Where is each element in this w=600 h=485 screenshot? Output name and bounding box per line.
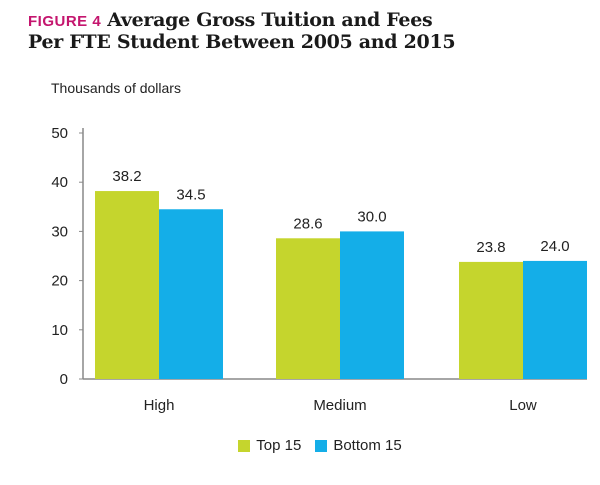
legend: Top 15 Bottom 15 [0, 437, 600, 454]
data-label: 28.6 [293, 215, 322, 232]
data-label: 24.0 [540, 238, 569, 255]
figure-label: FIGURE 4 [28, 13, 102, 30]
y-tick-label: 20 [51, 273, 68, 290]
legend-label-top15: Top 15 [256, 437, 302, 454]
y-tick-label: 0 [60, 371, 68, 388]
data-label: 38.2 [112, 168, 141, 185]
y-tick-label: 30 [51, 223, 68, 240]
legend-label-bottom15: Bottom 15 [333, 437, 402, 454]
y-tick-label: 10 [51, 322, 68, 339]
legend-item-top15: Top 15 [238, 437, 301, 454]
title-line-1: FIGURE 4 Average Gross Tuition and Fees [28, 10, 455, 32]
data-label: 34.5 [176, 186, 205, 203]
y-tick-label: 50 [51, 125, 68, 142]
chart-title: FIGURE 4 Average Gross Tuition and Fees P… [28, 10, 456, 53]
y-tick-label: 40 [51, 174, 68, 191]
bar [340, 231, 404, 379]
x-tick-label: Medium [313, 397, 366, 414]
bar [276, 238, 340, 379]
bar [459, 261, 523, 379]
title-text-1: Average Gross Tuition and Fees [107, 9, 433, 31]
bar [159, 209, 223, 379]
data-label: 30.0 [357, 208, 386, 225]
bar [523, 260, 587, 379]
x-tick-label: High [144, 397, 175, 414]
y-axis-label: Thousands of dollars [51, 80, 181, 96]
bar [95, 191, 159, 379]
title-line-2: Per FTE Student Between 2005 and 2015 [28, 31, 456, 53]
data-label: 23.8 [476, 239, 505, 256]
x-tick-label: Low [509, 397, 537, 414]
legend-swatch-bottom15 [315, 439, 328, 452]
legend-swatch-top15 [238, 439, 251, 452]
legend-item-bottom15: Bottom 15 [315, 437, 402, 454]
